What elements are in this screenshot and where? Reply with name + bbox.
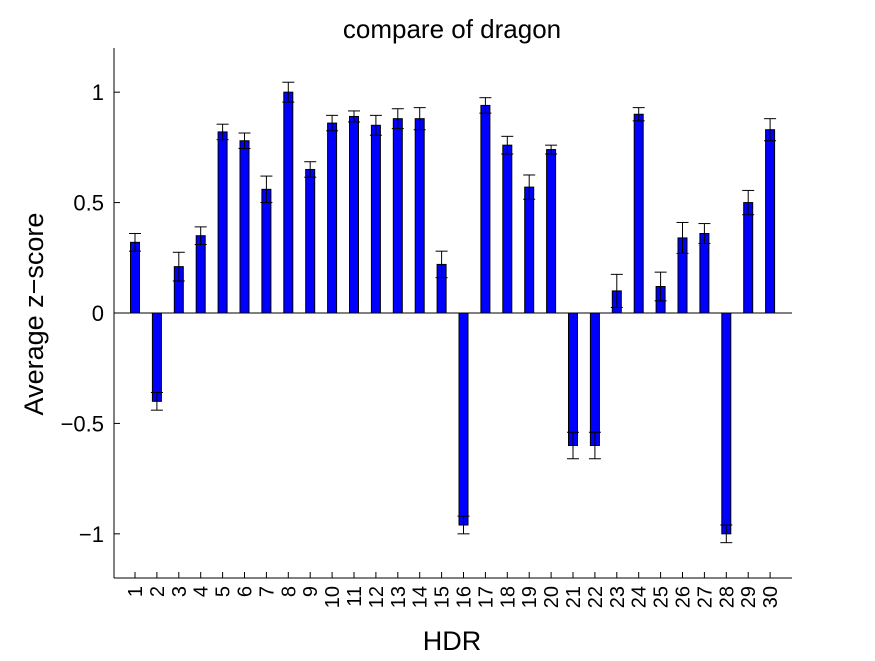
bar [130, 241, 140, 314]
axes [113, 48, 792, 579]
bar [699, 233, 710, 314]
bar [195, 235, 206, 314]
x-tick-label: 11 [344, 586, 366, 607]
bar [458, 312, 469, 526]
x-tick-label: 13 [388, 586, 410, 608]
x-tick-label: 26 [673, 586, 695, 608]
bar [239, 140, 250, 314]
y-axis-title: Average z−score [19, 213, 49, 416]
y-tick-label: −1 [79, 522, 104, 547]
bar [633, 113, 644, 314]
x-tick-label: 29 [738, 586, 760, 608]
bar [721, 312, 732, 535]
x-tick-label: 23 [607, 586, 629, 608]
x-tick-label: 25 [651, 586, 673, 608]
x-tick-label: 12 [366, 586, 388, 608]
x-tick-label: 30 [760, 586, 782, 608]
x-axis-ticks: 1 2 3 4 5 6 7 8 9 10 11 12 13 14 15 16 17 18 19 20 21 22 23 24 2… [125, 572, 782, 608]
y-tick-label: 0 [92, 301, 104, 326]
x-tick-label: 1 [125, 586, 147, 597]
x-tick-label: 3 [169, 586, 191, 597]
bar [327, 122, 338, 314]
x-tick-label: 21 [563, 586, 585, 608]
y-tick-label: 0.5 [73, 191, 104, 216]
x-tick-label: 28 [716, 586, 738, 608]
bar [261, 188, 272, 314]
y-tick-label: 1 [92, 80, 104, 105]
x-axis-title: HDR [423, 626, 482, 656]
x-tick-label: 19 [519, 586, 541, 608]
bar [765, 129, 776, 314]
bar [370, 124, 381, 314]
x-tick-label: 8 [278, 586, 300, 597]
y-axis-ticks: −1 −0.5 0 0.5 1 [61, 80, 120, 547]
bar [524, 186, 535, 314]
x-tick-label: 22 [585, 586, 607, 608]
error-bars-group [129, 81, 777, 544]
bar [568, 312, 578, 446]
x-tick-label: 14 [410, 586, 432, 608]
bar [743, 202, 754, 314]
x-tick-label: 16 [454, 586, 476, 608]
bar [283, 91, 294, 314]
x-tick-label: 5 [213, 586, 235, 597]
bar [217, 131, 228, 314]
x-tick-label: 17 [475, 586, 497, 608]
x-tick-label: 10 [322, 586, 344, 608]
x-tick-label: 15 [432, 586, 454, 608]
x-tick-label: 24 [629, 586, 651, 608]
bar [502, 144, 513, 314]
x-tick-label: 27 [694, 586, 716, 608]
x-tick-label: 20 [541, 586, 563, 608]
bar [480, 104, 491, 314]
y-tick-label: −0.5 [61, 411, 104, 436]
chart-title: compare of dragon [343, 14, 561, 44]
x-tick-label: 7 [256, 586, 278, 597]
x-tick-label: 18 [497, 586, 519, 608]
bar [414, 118, 425, 314]
x-tick-label: 6 [235, 586, 257, 597]
bar [546, 149, 557, 314]
x-tick-label: 2 [147, 586, 169, 597]
bar [151, 312, 162, 402]
bar [305, 168, 316, 314]
bar [349, 115, 359, 314]
x-tick-label: 9 [300, 586, 322, 597]
x-tick-label: 4 [191, 586, 213, 597]
bar [392, 118, 403, 314]
bar [589, 312, 600, 446]
